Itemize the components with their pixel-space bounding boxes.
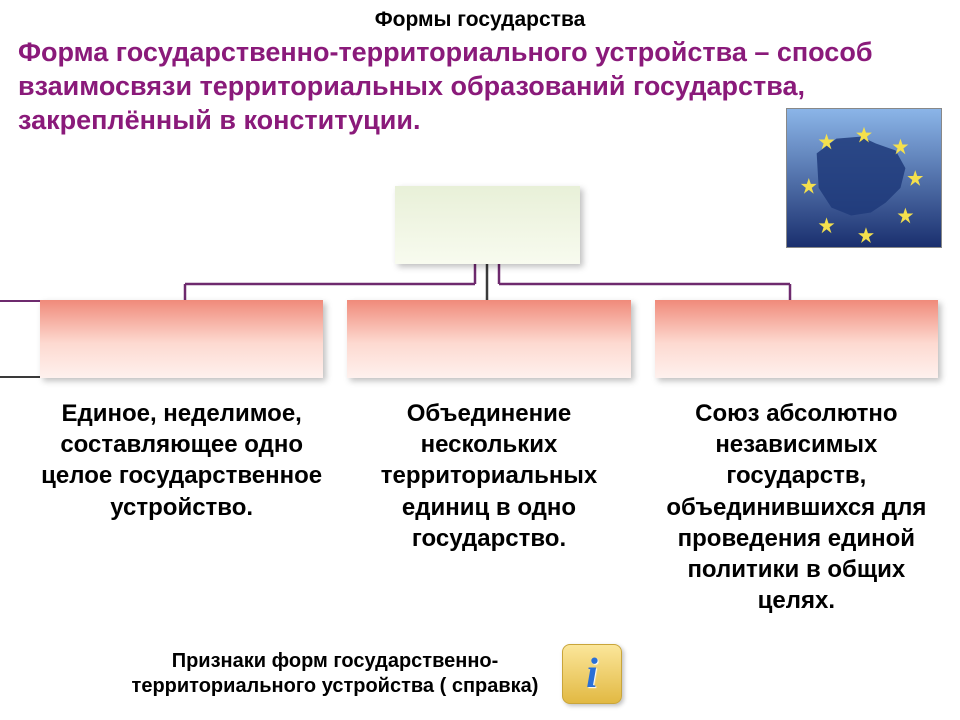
description-2: Объединение нескольких территориальных е… xyxy=(347,398,630,616)
info-icon[interactable]: i xyxy=(562,644,622,704)
footer-row: Признаки форм государственно-территориал… xyxy=(120,644,622,704)
info-icon-letter: i xyxy=(586,650,598,698)
diagram-child-box-3 xyxy=(655,300,938,378)
description-1: Единое, неделимое, составляющее одно цел… xyxy=(40,398,323,616)
diagram-root-box xyxy=(395,186,580,264)
footer-text: Признаки форм государственно-территориал… xyxy=(120,649,550,699)
description-row: Единое, неделимое, составляющее одно цел… xyxy=(40,398,938,616)
diagram-child-row xyxy=(40,300,938,378)
diagram-child-box-1 xyxy=(40,300,323,378)
eu-flag-map-image xyxy=(786,108,942,248)
diagram-child-box-2 xyxy=(347,300,630,378)
page-title: Формы государства xyxy=(0,0,960,32)
side-line-bottom xyxy=(0,376,42,378)
description-3: Союз абсолютно независимых государств, о… xyxy=(655,398,938,616)
